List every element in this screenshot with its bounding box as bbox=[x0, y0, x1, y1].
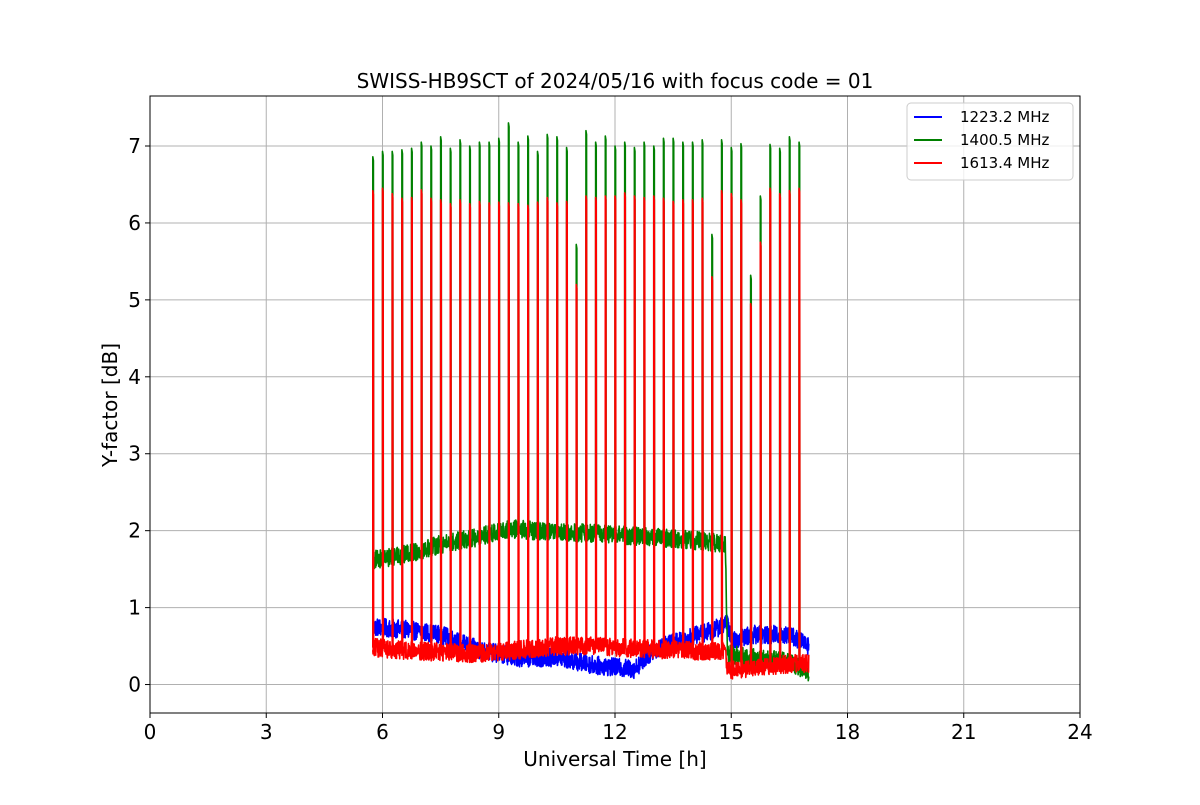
x-tick-label: 0 bbox=[144, 720, 157, 744]
y-tick-label: 7 bbox=[128, 134, 141, 158]
series-line bbox=[372, 122, 810, 682]
x-tick-label: 18 bbox=[835, 720, 860, 744]
x-tick-label: 3 bbox=[260, 720, 273, 744]
legend-label: 1613.4 MHz bbox=[960, 154, 1049, 172]
y-tick-label: 2 bbox=[128, 519, 141, 543]
x-tick-label: 12 bbox=[602, 720, 627, 744]
series-layer bbox=[372, 122, 810, 682]
y-axis-label: Y-factor [dB] bbox=[98, 343, 122, 468]
y-tick-label: 3 bbox=[128, 442, 141, 466]
x-tick-label: 15 bbox=[719, 720, 744, 744]
y-tick-label: 4 bbox=[128, 365, 141, 389]
legend-label: 1400.5 MHz bbox=[960, 131, 1049, 149]
legend: 1223.2 MHz 1400.5 MHz 1613.4 MHz bbox=[906, 102, 1074, 181]
x-tick-label: 21 bbox=[951, 720, 976, 744]
x-tick-label: 9 bbox=[492, 720, 505, 744]
series-line bbox=[372, 187, 810, 680]
y-tick-label: 0 bbox=[128, 673, 141, 697]
y-tick-label: 1 bbox=[128, 596, 141, 620]
legend-label: 1223.2 MHz bbox=[960, 108, 1049, 126]
x-tick-label: 24 bbox=[1067, 720, 1092, 744]
y-tick-label: 5 bbox=[128, 288, 141, 312]
chart-title: SWISS-HB9SCT of 2024/05/16 with focus co… bbox=[357, 69, 874, 93]
x-axis-label: Universal Time [h] bbox=[523, 747, 706, 771]
x-tick-label: 6 bbox=[376, 720, 389, 744]
y-tick-label: 6 bbox=[128, 211, 141, 235]
legend-box bbox=[906, 102, 1074, 181]
legend-items: 1223.2 MHz 1400.5 MHz 1613.4 MHz bbox=[914, 108, 1049, 172]
